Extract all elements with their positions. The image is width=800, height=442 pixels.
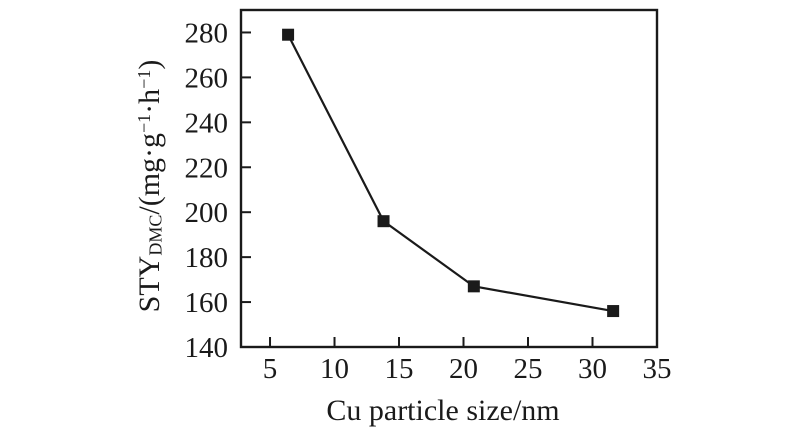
plot-frame — [239, 8, 659, 349]
x-tick-label: 25 — [514, 353, 543, 385]
x-tick-label: 30 — [578, 353, 607, 385]
y-axis-label-part: /(mg·g — [133, 132, 166, 215]
x-tick-label: 5 — [263, 353, 278, 385]
data-point-marker — [377, 215, 390, 228]
y-tick-label: 220 — [185, 152, 229, 184]
y-tick-label: 200 — [185, 197, 229, 229]
x-tick-label: 10 — [320, 353, 349, 385]
data-point-marker — [282, 28, 295, 41]
y-axis-label-part: −1 — [134, 69, 154, 89]
x-tick-label: 15 — [385, 353, 414, 385]
y-tick-label: 260 — [185, 62, 229, 94]
x-tick-label: 35 — [643, 353, 672, 385]
y-axis-label-part: DMC — [145, 214, 166, 256]
y-axis-label-part: STY — [133, 255, 166, 313]
x-axis-label: Cu particle size/nm — [326, 394, 560, 427]
y-axis-label-part: ) — [133, 59, 166, 70]
y-axis-label: STYDMC/(mg·g−1·h−1) — [133, 60, 167, 313]
y-tick-label: 180 — [185, 242, 229, 274]
data-point-marker — [607, 305, 620, 318]
y-tick-label: 240 — [185, 107, 229, 139]
x-tick-label: 20 — [449, 353, 478, 385]
data-point-marker — [467, 280, 480, 293]
y-axis-label-part: ·h — [133, 88, 166, 114]
y-tick-label: 280 — [185, 17, 229, 49]
y-tick-label: 160 — [185, 287, 229, 319]
y-axis-label-part: −1 — [134, 113, 154, 133]
data-line — [287, 34, 614, 313]
y-tick-label: 140 — [185, 332, 229, 364]
